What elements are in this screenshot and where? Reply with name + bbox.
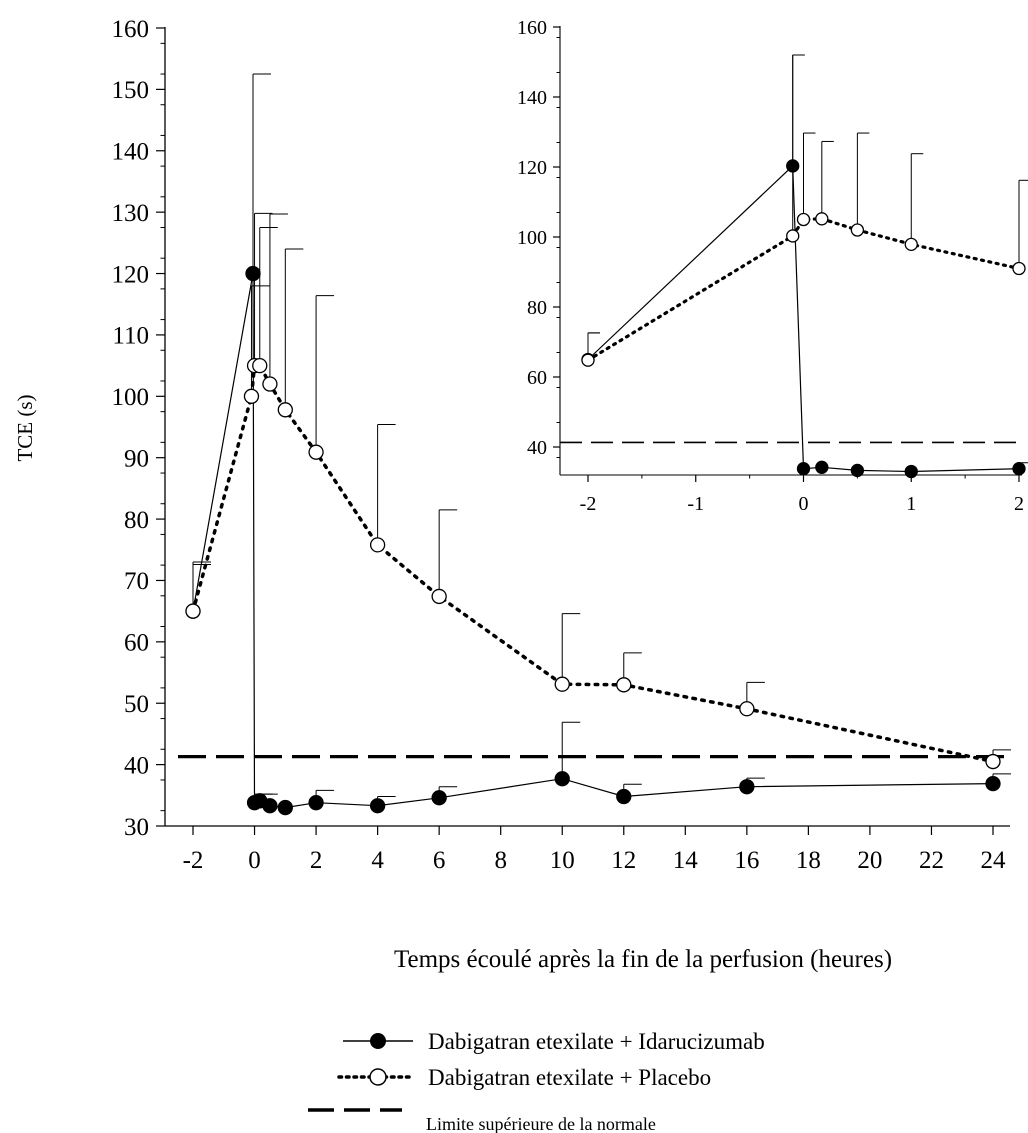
inset-point-placebo-0_17: 0.17, 105.2 <box>815 212 829 226</box>
inset-y-tick-label: 120 <box>517 157 547 179</box>
main-point-placebo-10: 10, 53.1 <box>554 676 570 692</box>
main-x-axis-label: Temps écoulé après la fin de la perfusio… <box>394 946 892 973</box>
legend-label-placebo: Dabigatran etexilate + Placebo <box>428 1065 711 1090</box>
main-y-tick-label: 60 <box>124 630 149 657</box>
inset-point-placebo-0_5: 0.5, 102 <box>850 223 865 237</box>
main-y-tick-label: 140 <box>112 139 150 166</box>
main-point-placebo-0_5: 0.5, 102 <box>262 376 278 392</box>
main-y-tick-label: 50 <box>124 691 149 718</box>
inset-point-idarucizumab-0: 0, 33.8 <box>796 462 811 476</box>
legend-item-placebo: Dabigatran etexilate + Placebo <box>337 1065 711 1090</box>
legend-marker-open-circle <box>369 1068 387 1086</box>
legend: Dabigatran etexilate + Idarucizumab Dabi… <box>308 1029 765 1133</box>
inset-point-placebo-1: 1, 97.9 <box>904 237 918 252</box>
main-y-tick-label: 150 <box>112 77 150 104</box>
inset-point-placebo--2: -2, 64.8 <box>581 353 595 367</box>
legend-label-idarucizumab: Dabigatran etexilate + Idarucizumab <box>428 1029 765 1054</box>
inset-x-ticks: -2 -1 0 1 2 <box>580 475 1024 515</box>
main-y-ticks: 30 40 50 60 70 80 90 100 110 120 130 140 150 160 <box>112 16 165 841</box>
main-x-tick-label: 10 <box>550 847 575 874</box>
main-point-idarucizumab-0_5: 0.5, 33.3 <box>262 798 278 814</box>
main-point-idarucizumab-12: 12, 34.8 <box>616 788 632 805</box>
main-y-tick-label: 90 <box>124 445 149 472</box>
inset-point-placebo--0_1: -0.1, 100.3 <box>786 229 800 243</box>
main-x-tick-label: 20 <box>857 847 882 874</box>
main-point-placebo-24: 24, 40.5 <box>985 753 1001 770</box>
main-x-tick-label: 8 <box>494 847 507 874</box>
legend-label-reference: Limite supérieure de la normale <box>426 1114 656 1133</box>
main-point-placebo-16: 16, 49.1 <box>739 701 755 717</box>
inset-x-tick-label: 1 <box>906 493 916 515</box>
inset-y-tick-label: 160 <box>517 17 547 39</box>
main-point-placebo-1: 1, 97.8 <box>277 402 293 418</box>
inset-point-idarucizumab-0_17: 0.17, 34.2 <box>815 460 829 474</box>
main-y-tick-label: 160 <box>112 16 150 43</box>
main-y-axis-label: TCE (s) <box>13 394 37 461</box>
main-x-tick-label: 14 <box>673 847 699 874</box>
main-y-tick-label: 80 <box>124 507 149 534</box>
main-y-tick-label: 70 <box>124 568 149 595</box>
main-x-tick-label: 22 <box>919 847 944 874</box>
main-point-placebo-6: 6, 67.4 <box>431 588 447 605</box>
main-x-tick-label: 24 <box>981 847 1007 874</box>
inset-y-tick-label: 40 <box>527 437 547 459</box>
inset-point-idarucizumab-1: 1, 33 <box>904 464 918 479</box>
inset-y-tick-label: 100 <box>517 227 547 249</box>
main-point-placebo-12: 12, 53 <box>616 677 632 693</box>
main-point-idarucizumab--0_05: -0.05, 120 <box>245 265 261 282</box>
main-y-tick-label: 110 <box>112 323 149 350</box>
main-point-idarucizumab-16: 16, 36.4 <box>739 779 755 795</box>
main-point-placebo--2: -2, 65 <box>185 603 201 619</box>
inset-point-idarucizumab-2: 2, 33.8 <box>1012 462 1026 476</box>
main-series-placebo: -2, 65 -0.1, 100 0, 105 0.17, 105 0.5, 102 1,… <box>185 212 1011 770</box>
main-point-idarucizumab-6: 6, 34.6 <box>431 790 447 806</box>
main-point-idarucizumab-2: 2, 33.8 <box>308 795 324 811</box>
main-y-tick-label: 100 <box>112 384 150 411</box>
main-point-idarucizumab-1: 1, 33 <box>277 799 293 816</box>
main-point-placebo--0_1: -0.1, 100 <box>243 388 260 404</box>
inset-y-tick-label: 60 <box>527 367 547 389</box>
inset-y-tick-label: 80 <box>527 297 547 319</box>
legend-item-idarucizumab: Dabigatran etexilate + Idarucizumab <box>343 1029 765 1054</box>
main-y-tick-label: 40 <box>124 752 149 779</box>
main-x-tick-label: 16 <box>734 847 759 874</box>
inset-x-tick-label: 0 <box>799 493 809 515</box>
inset-x-tick-label: 2 <box>1014 493 1024 515</box>
main-x-tick-label: 6 <box>433 847 446 874</box>
inset-x-tick-label: -1 <box>687 493 704 515</box>
inset-x-tick-label: -2 <box>580 493 597 515</box>
inset-point-placebo-2: 2, 91 <box>1012 261 1026 276</box>
legend-marker-filled-circle <box>370 1033 386 1049</box>
main-point-idarucizumab-24: 24, 36.9 <box>985 775 1001 792</box>
main-y-tick-label: 130 <box>112 200 150 227</box>
inset-y-ticks: 40 60 80 100 120 140 160 <box>517 17 560 459</box>
main-point-placebo-0_17: 0.17, 105 <box>252 357 268 374</box>
legend-item-reference: Limite supérieure de la normale <box>308 1108 656 1133</box>
main-series-idarucizumab: -2, 65-0.05, 1200, 33.80.17, 34.10.5, 33… <box>185 73 1011 816</box>
inset-series-placebo: -2, 64.8 -0.1, 100.3 0, 105 0.17, 105.2 0.5,… <box>581 54 1028 367</box>
main-x-tick-label: 0 <box>248 847 261 874</box>
inset-point-placebo-0: 0, 105 <box>796 212 811 227</box>
main-point-idarucizumab-4: 4, 33.3 <box>369 798 386 814</box>
main-x-tick-label: -2 <box>183 847 204 874</box>
inset-y-tick-label: 140 <box>517 87 547 109</box>
main-point-idarucizumab-10: 10, 37.7 <box>554 771 570 787</box>
main-y-tick-label: 30 <box>124 814 149 841</box>
main-x-tick-label: 12 <box>611 847 636 874</box>
main-x-tick-label: 4 <box>371 847 384 874</box>
main-y-tick-label: 120 <box>112 261 150 288</box>
inset-point-idarucizumab-0_5: 0.5, 33.3 <box>850 463 865 478</box>
main-point-placebo-2: 2, 90.9 <box>308 444 324 460</box>
main-x-ticks: -2 0 2 4 6 8 10 12 14 16 18 20 22 24 <box>183 826 1006 874</box>
main-point-placebo-4: 4, 75.8 <box>369 537 386 553</box>
main-x-tick-label: 18 <box>796 847 821 874</box>
main-x-tick-label: 2 <box>310 847 323 874</box>
